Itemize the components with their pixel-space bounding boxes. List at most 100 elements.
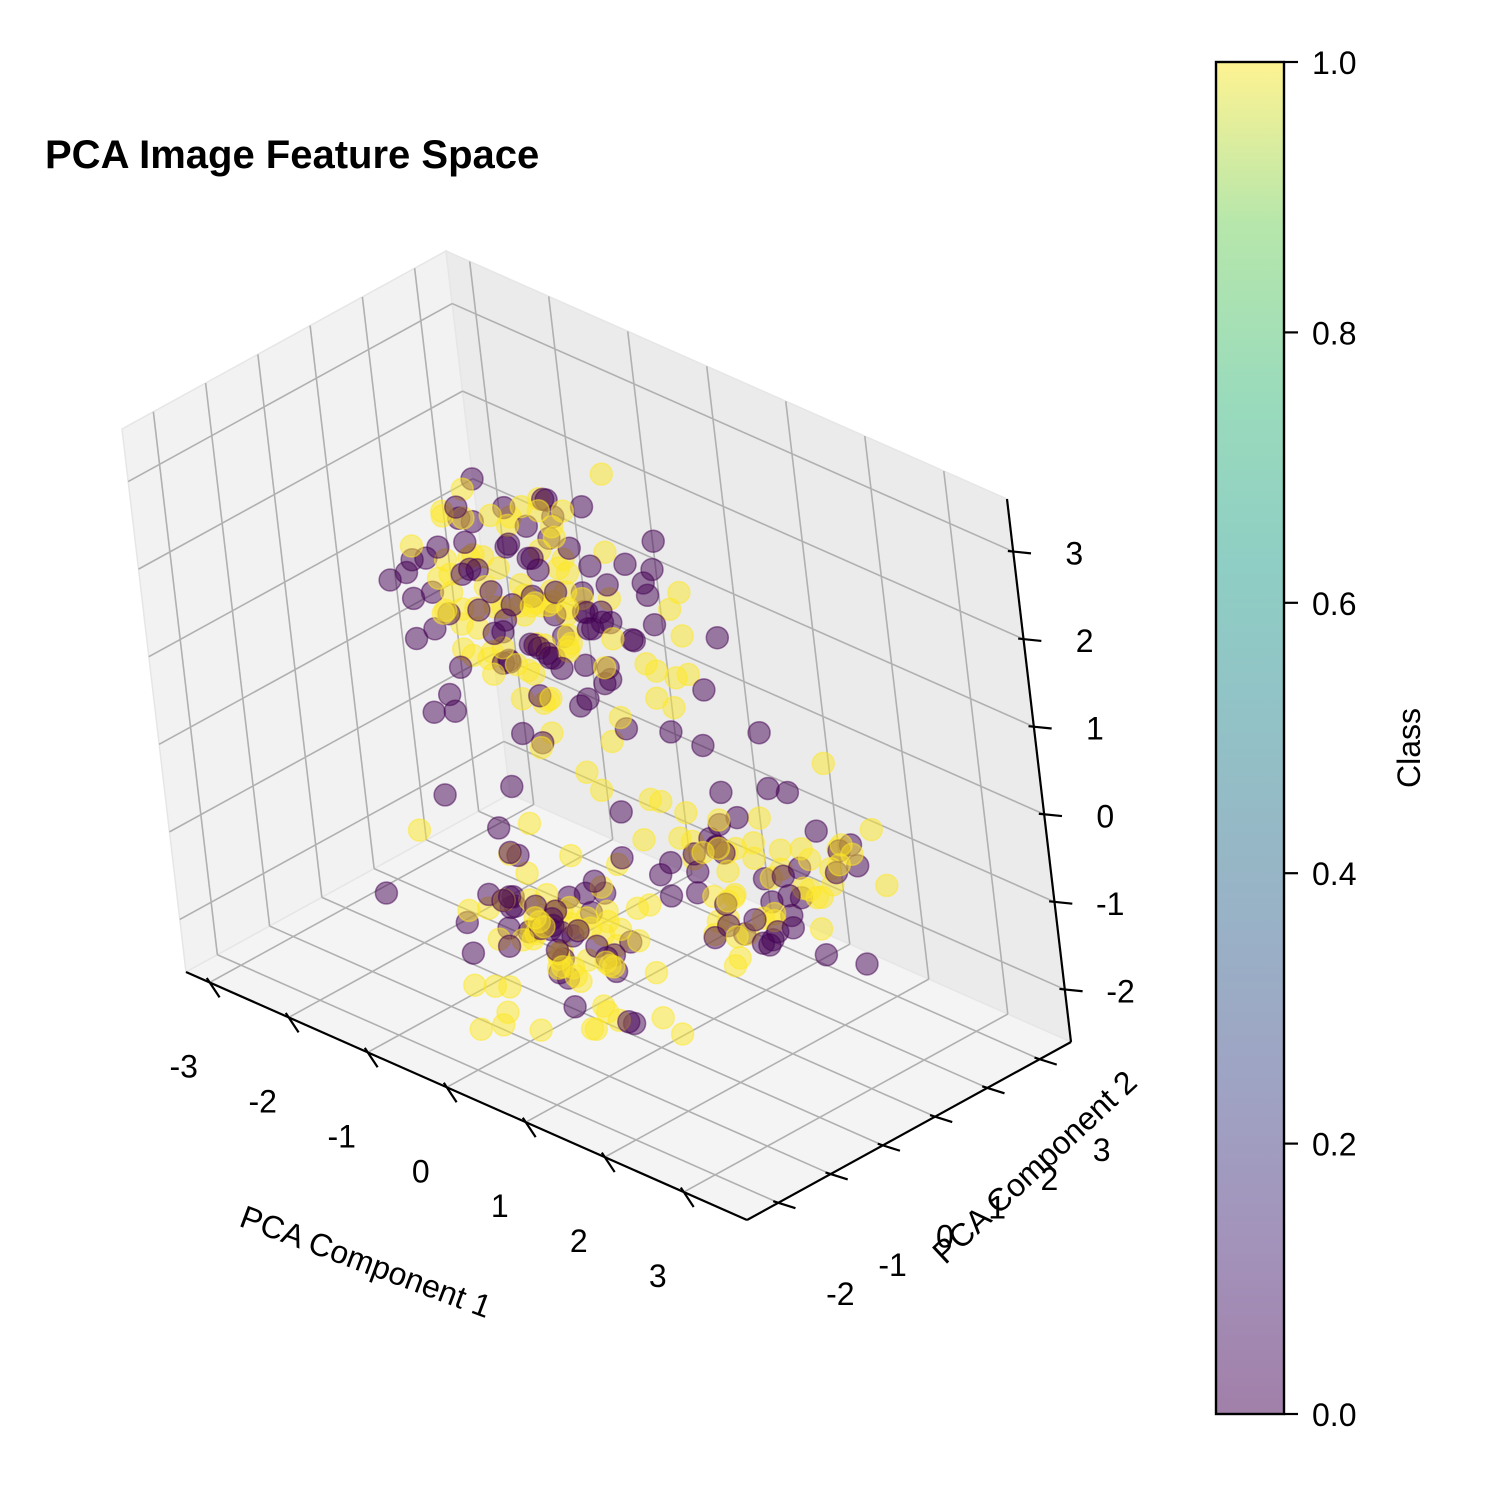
scatter-point xyxy=(497,934,522,958)
scatter-point xyxy=(479,579,503,604)
scatter-point xyxy=(443,699,468,723)
scatter-point xyxy=(559,843,583,868)
x-tick-label: -2 xyxy=(248,1083,276,1119)
scatter-point xyxy=(422,700,446,724)
scatter-point xyxy=(608,917,633,942)
scatter-point xyxy=(575,760,599,785)
z-tick-label: 1 xyxy=(1086,711,1104,747)
scatter-point xyxy=(404,626,429,651)
x-axis-line xyxy=(185,970,748,1222)
scatter-point xyxy=(747,720,771,745)
back-gridline-x xyxy=(626,331,693,875)
back-gridline-z xyxy=(451,302,1014,553)
colorbar-tick-label: 0.0 xyxy=(1312,1397,1356,1433)
scatter-point xyxy=(692,678,716,702)
scatter-point xyxy=(492,1013,516,1037)
scatter-point xyxy=(670,1022,695,1046)
scatter-point xyxy=(667,580,691,605)
scatter-point xyxy=(463,973,487,997)
scatter-point xyxy=(595,899,619,924)
scatter-point xyxy=(374,881,399,905)
scatter-point xyxy=(453,530,477,555)
scatter-point xyxy=(756,776,780,801)
scatter-point xyxy=(601,627,625,651)
scatter-point xyxy=(691,840,715,865)
scatter-point xyxy=(498,840,522,865)
scatter-point xyxy=(532,915,556,939)
colorbar-tick-label: 0.8 xyxy=(1312,315,1356,351)
scatter-point xyxy=(539,686,563,711)
scatter-point xyxy=(450,562,475,586)
scatter-point xyxy=(517,811,542,836)
scatter-point xyxy=(529,735,554,760)
scatter-point xyxy=(589,462,614,486)
scatter-point xyxy=(526,498,551,523)
scatter-point xyxy=(609,800,633,824)
scatter-point xyxy=(631,571,655,595)
y-tick-mark xyxy=(929,1113,953,1124)
scatter-point xyxy=(550,955,575,979)
scatter-point xyxy=(875,873,899,898)
scatter-point xyxy=(743,908,767,932)
scatter-point xyxy=(771,864,796,888)
scatter-point xyxy=(582,869,607,893)
z-axis-line xyxy=(1005,498,1073,1043)
floor-gridline-x xyxy=(683,1013,1009,1193)
scatter-point xyxy=(543,580,568,605)
scatter-point xyxy=(529,1018,553,1042)
side-gridline-y xyxy=(152,411,219,955)
y-tick-mark xyxy=(877,1142,901,1152)
side-gridline-z xyxy=(148,478,474,658)
x-tick-label: 2 xyxy=(570,1223,588,1259)
scatter-point xyxy=(625,896,650,921)
x-tick-label: -3 xyxy=(169,1048,197,1084)
scatter-point xyxy=(426,535,450,559)
x-tick-mark xyxy=(679,1186,695,1208)
x-tick-label: 0 xyxy=(412,1153,430,1189)
scatter-point xyxy=(516,546,540,571)
scatter-point xyxy=(641,529,665,553)
scatter-point xyxy=(827,853,852,877)
scatter-point xyxy=(811,751,836,776)
scatter-point xyxy=(668,826,692,850)
side-gridline-z xyxy=(179,740,505,921)
x-tick-mark xyxy=(205,977,221,999)
colorbar-tick-label: 0.6 xyxy=(1312,586,1356,622)
scatter-point xyxy=(645,686,669,710)
floor-gridline-x xyxy=(209,803,535,984)
scatter-point xyxy=(705,625,730,650)
scatter-point xyxy=(747,806,772,830)
floor-gridline-y xyxy=(269,925,831,1175)
z-tick-label: 2 xyxy=(1076,623,1094,659)
colorbar-tick-label: 0.4 xyxy=(1312,856,1356,892)
scatter-point xyxy=(399,534,424,558)
scatter-point xyxy=(542,525,567,550)
scatter-point xyxy=(592,655,617,680)
scatter-point xyxy=(500,774,524,799)
scatter-point xyxy=(859,817,884,842)
side-gridline-z xyxy=(138,390,463,570)
y-tick-label: -1 xyxy=(878,1247,906,1283)
z-tick-label: 0 xyxy=(1096,798,1114,834)
scatter-point xyxy=(575,600,599,625)
z-tick-mark xyxy=(1049,900,1073,905)
scatter-point xyxy=(555,596,580,621)
y-tick-label: 2 xyxy=(1040,1161,1058,1197)
x-tick-label: 3 xyxy=(649,1258,667,1294)
x-tick-mark xyxy=(442,1082,458,1103)
back-gridline-z xyxy=(462,390,1024,640)
scatter-point xyxy=(444,495,468,519)
z-tick-label: -1 xyxy=(1096,886,1124,922)
scatter-point xyxy=(576,687,600,711)
scatter-point xyxy=(478,503,502,528)
scatter-point xyxy=(589,778,614,803)
scatter-point xyxy=(725,925,749,949)
scatter-point xyxy=(504,652,529,677)
y-tick-label: 1 xyxy=(988,1190,1006,1226)
scatter-point xyxy=(809,917,834,941)
scatter-point xyxy=(378,568,402,592)
scatter-point xyxy=(566,918,590,943)
side-gridline-y xyxy=(257,354,323,898)
scatter-point xyxy=(550,656,574,681)
